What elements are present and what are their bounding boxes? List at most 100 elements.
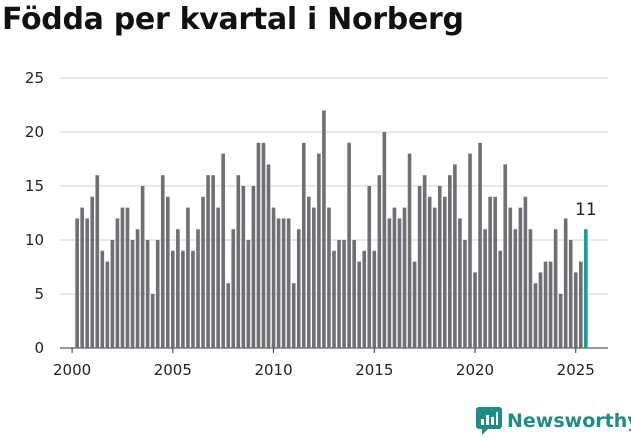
chart-title: Födda per kvartal i Norberg xyxy=(2,2,464,37)
x-tick-label: 2025 xyxy=(557,361,595,379)
bar xyxy=(382,132,387,348)
bar xyxy=(266,164,271,348)
bar xyxy=(100,250,105,348)
bar xyxy=(397,218,402,348)
bar xyxy=(291,283,296,348)
bar xyxy=(347,142,351,348)
bar xyxy=(226,283,231,348)
bar xyxy=(312,207,316,348)
bar xyxy=(186,207,190,348)
x-axis-ticks: 2000 2005 2010 2015 2020 2025 xyxy=(53,348,595,379)
bar xyxy=(85,218,90,348)
bar xyxy=(155,240,160,348)
bar xyxy=(553,229,558,348)
bar xyxy=(115,218,120,348)
bar xyxy=(286,218,291,348)
bar xyxy=(317,153,321,348)
x-tick-label: 2005 xyxy=(154,361,192,379)
bar xyxy=(90,196,95,348)
x-tick-label: 2020 xyxy=(456,361,494,379)
bar xyxy=(140,186,145,348)
bar xyxy=(337,240,341,348)
newsworthy-logo-text: Newsworthy xyxy=(507,410,631,432)
bar xyxy=(498,250,503,348)
x-tick-label: 2015 xyxy=(355,361,393,379)
bar xyxy=(246,240,251,348)
bar xyxy=(271,207,276,348)
y-tick-label: 0 xyxy=(34,339,44,357)
bar xyxy=(80,207,84,348)
y-axis-ticks: 0 5 10 15 20 25 xyxy=(25,69,44,357)
bar xyxy=(201,196,205,348)
bar xyxy=(191,250,195,348)
bar xyxy=(387,218,392,348)
bar xyxy=(437,186,442,348)
bar xyxy=(362,250,367,348)
bar xyxy=(468,153,472,348)
x-tick-label: 2000 xyxy=(53,361,91,379)
bar xyxy=(548,261,553,348)
bar xyxy=(75,218,79,348)
bar xyxy=(236,175,241,348)
bar xyxy=(568,240,573,348)
bar xyxy=(352,240,356,348)
bar xyxy=(327,207,331,348)
bar xyxy=(160,175,165,348)
x-tick-label: 2010 xyxy=(254,361,292,379)
bar xyxy=(125,207,130,348)
y-tick-label: 10 xyxy=(25,231,44,249)
bar xyxy=(241,186,246,348)
newsworthy-logo: Newsworthy xyxy=(476,407,631,435)
bar xyxy=(206,175,210,348)
bar xyxy=(150,294,155,348)
bar xyxy=(578,261,583,348)
bar xyxy=(377,175,382,348)
y-tick-label: 20 xyxy=(25,123,44,141)
bar xyxy=(251,186,256,348)
bar xyxy=(563,218,568,348)
bar xyxy=(523,196,528,348)
bar xyxy=(216,207,220,348)
bar xyxy=(145,240,150,348)
bar xyxy=(176,229,180,348)
bar xyxy=(458,218,462,348)
bar xyxy=(135,229,140,348)
bar xyxy=(332,250,336,348)
bar xyxy=(231,229,236,348)
bar xyxy=(488,196,492,348)
bar xyxy=(573,272,578,348)
bar xyxy=(412,261,417,348)
bar xyxy=(463,240,467,348)
bar xyxy=(301,142,306,348)
bar xyxy=(276,218,281,348)
bar xyxy=(473,272,477,348)
bar xyxy=(432,207,437,348)
bar xyxy=(171,250,175,348)
y-tick-label: 25 xyxy=(25,69,44,87)
bar xyxy=(120,207,125,348)
data-labels: 11 xyxy=(575,200,597,220)
newsworthy-logo-icon xyxy=(476,407,502,435)
bar xyxy=(165,196,170,348)
bar xyxy=(478,142,482,348)
bars xyxy=(75,110,588,349)
y-tick-label: 5 xyxy=(34,285,44,303)
bar xyxy=(538,272,543,348)
y-tick-label: 15 xyxy=(25,177,44,195)
bar xyxy=(221,153,226,348)
bar xyxy=(513,229,518,348)
bar-latest xyxy=(584,229,588,348)
bar xyxy=(528,229,533,348)
bar xyxy=(392,207,397,348)
bar xyxy=(558,294,563,348)
bar xyxy=(342,240,346,348)
bar xyxy=(357,261,361,348)
bar xyxy=(493,196,497,348)
bar xyxy=(402,207,407,348)
bar xyxy=(296,229,301,348)
bar xyxy=(261,142,266,348)
bar xyxy=(110,240,115,348)
bar xyxy=(508,207,513,348)
bar xyxy=(427,196,432,348)
